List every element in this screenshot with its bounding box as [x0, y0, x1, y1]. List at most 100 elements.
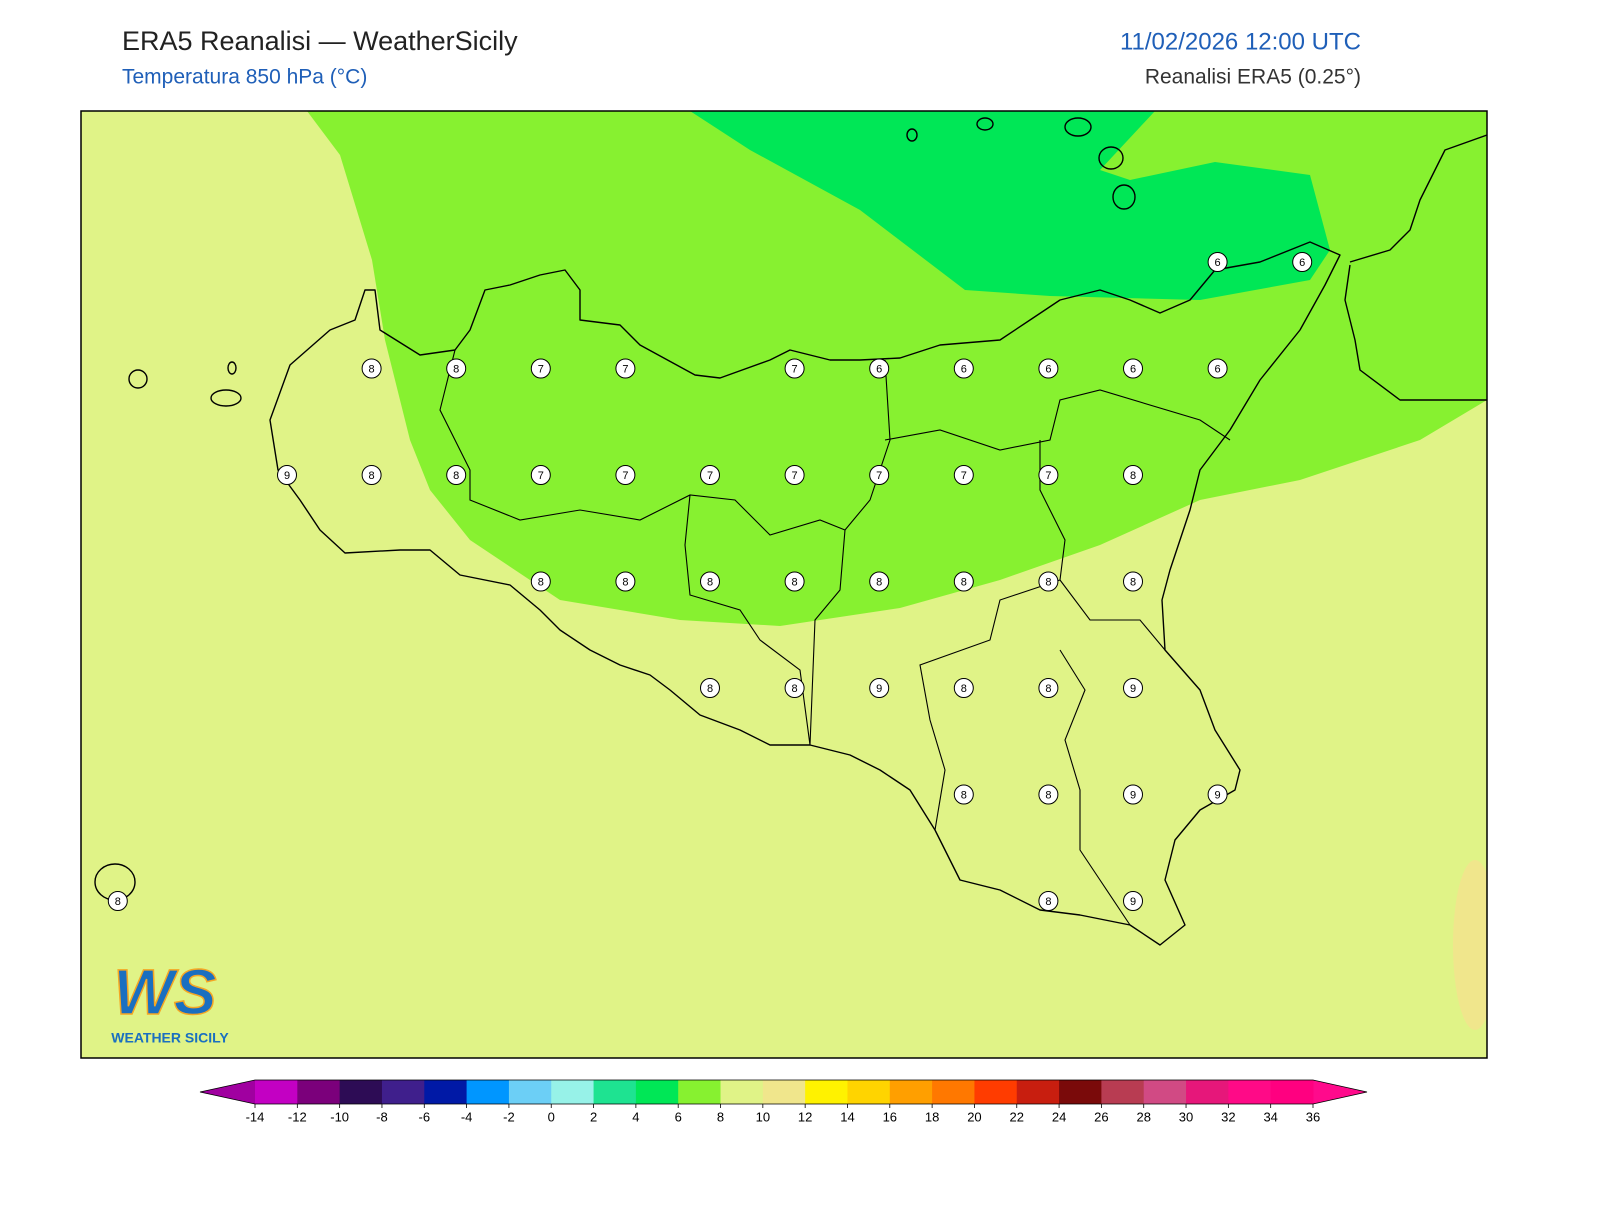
station-value: 8 — [538, 576, 544, 588]
station-value: 6 — [1215, 363, 1221, 375]
station-marker — [784, 678, 805, 698]
station-marker — [530, 571, 551, 592]
station-marker — [1038, 358, 1059, 379]
station-value: 6 — [1045, 363, 1051, 375]
station-marker — [277, 465, 297, 485]
colorbar-bin — [932, 1080, 975, 1104]
station-marker — [784, 358, 805, 379]
logo: WS WEATHER SICILY — [111, 955, 229, 1046]
colorbar-bin — [805, 1080, 848, 1104]
station-value: 8 — [961, 683, 967, 695]
station-marker — [953, 358, 974, 379]
station-marker — [530, 465, 551, 485]
colorbar-bin — [297, 1080, 341, 1104]
island — [210, 389, 242, 407]
station-marker — [1123, 784, 1143, 805]
colorbar-bin — [974, 1080, 1018, 1104]
map-frame — [80, 110, 1488, 1059]
station-marker — [446, 465, 467, 485]
colorbar-tick-label: -2 — [503, 1109, 515, 1124]
colorbar-tick-label: 28 — [1136, 1109, 1150, 1124]
station-value: 7 — [1045, 470, 1051, 482]
colorbar-bin — [678, 1080, 722, 1104]
colorbar-tick-label: -12 — [288, 1109, 307, 1124]
station-marker — [1038, 465, 1059, 485]
station-value: 9 — [1215, 789, 1221, 801]
province-border — [439, 349, 1231, 926]
colorbar-bin — [508, 1080, 552, 1104]
colorbar-tick-label: -4 — [461, 1109, 473, 1124]
station-value: 8 — [876, 576, 882, 588]
station-value: 6 — [1130, 363, 1136, 375]
colorbar-bin — [1228, 1080, 1272, 1104]
colorbar-tick-label: -10 — [330, 1109, 349, 1124]
colorbar-bin — [593, 1080, 637, 1104]
colorbar-bin — [1186, 1080, 1229, 1104]
colorbar-tick-label: -8 — [376, 1109, 388, 1124]
station-marker — [700, 465, 720, 485]
station-marker — [615, 358, 636, 379]
island — [976, 117, 994, 131]
colorbar-tick-label: 18 — [925, 1109, 939, 1124]
station-marker — [953, 784, 974, 805]
station-value: 6 — [876, 363, 882, 375]
station-value: 8 — [369, 363, 375, 375]
station-value: 8 — [707, 683, 713, 695]
station-marker — [615, 465, 636, 485]
station-value: 8 — [792, 683, 798, 695]
map: 6 6 8 8 7 7 7 6 6 6 6 6 9 8 8 7 7 7 7 7 7 7 8 8 8 8 8 8 8 8 8 8 8 9 8 8 9 8 8 9… — [80, 110, 1488, 1059]
stations: 6 6 8 8 7 7 7 6 6 6 6 6 9 8 8 7 7 7 7 7 7 7 8 8 8 8 8 8 8 8 8 8 8 9 8 8 9 8 8 9… — [107, 252, 1313, 911]
colorbar-tick-label: 8 — [717, 1109, 724, 1124]
station-value: 9 — [1130, 683, 1136, 695]
colorbar-tick-label: 34 — [1263, 1109, 1277, 1124]
datetime: 11/02/2026 12:00 UTC — [1120, 28, 1361, 55]
station-value: 8 — [1130, 470, 1136, 482]
colorbar-bin — [466, 1080, 510, 1104]
colorbar-bin — [1143, 1080, 1187, 1104]
station-value: 8 — [961, 789, 967, 801]
colorbar-tick-label: 20 — [967, 1109, 981, 1124]
island — [1064, 117, 1092, 137]
station-value: 6 — [1215, 257, 1221, 269]
station-value: 6 — [1299, 257, 1305, 269]
colorbar-tick-label: 30 — [1179, 1109, 1193, 1124]
colorbar-tick-label: 22 — [1010, 1109, 1024, 1124]
station-marker — [869, 678, 890, 698]
station-marker — [1123, 678, 1143, 698]
station-marker — [1038, 678, 1059, 698]
station-value: 8 — [1130, 576, 1136, 588]
colorbar-bin — [1059, 1080, 1102, 1104]
station-value: 8 — [792, 576, 798, 588]
station-value: 9 — [1130, 789, 1136, 801]
station-marker — [1038, 891, 1059, 911]
colorbar-tick-label: 0 — [548, 1109, 555, 1124]
station-marker — [1207, 784, 1228, 805]
colorbar-bin — [889, 1080, 933, 1104]
colorbar-tick-label: 6 — [675, 1109, 682, 1124]
colorbar-bin — [424, 1080, 468, 1104]
station-value: 8 — [707, 576, 713, 588]
station-marker — [615, 571, 636, 592]
colorbar-tick-label: 14 — [840, 1109, 854, 1124]
station-value: 7 — [707, 470, 713, 482]
station-marker — [953, 465, 974, 485]
station-marker — [700, 678, 720, 698]
station-marker — [446, 358, 467, 379]
colorbar: -14 -12 -10 -8 -6 -4 -2 0 2 4 6 8 10 12 14 16 18 20 22 24 26… — [199, 1079, 1368, 1124]
colorbar-bin — [339, 1080, 383, 1104]
station-value: 8 — [115, 896, 121, 908]
station-value: 7 — [538, 470, 544, 482]
station-marker — [784, 465, 805, 485]
station-marker — [1038, 784, 1059, 805]
island — [128, 369, 148, 389]
colorbar-tick-label: 12 — [798, 1109, 812, 1124]
station-value: 9 — [876, 683, 882, 695]
station-value: 9 — [284, 470, 290, 482]
station-marker — [869, 571, 890, 592]
station-value: 9 — [1130, 896, 1136, 908]
colorbar-under — [200, 1080, 255, 1104]
station-marker — [869, 358, 890, 379]
station-marker — [784, 571, 805, 592]
colorbar-bin — [762, 1080, 806, 1104]
